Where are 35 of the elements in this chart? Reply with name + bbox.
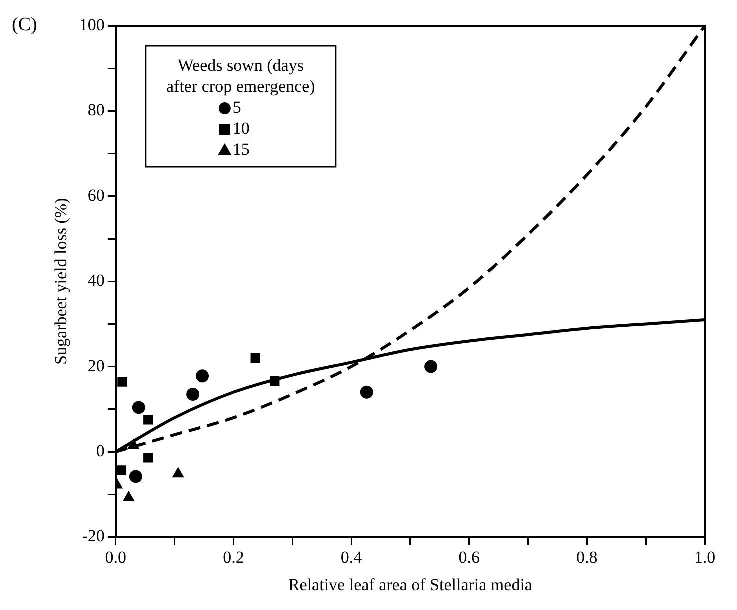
y-tick-label: -20 [82, 526, 105, 546]
point [144, 415, 154, 425]
point [270, 376, 280, 386]
x-tick-label: 0.8 [576, 548, 598, 567]
x-axis-title: Relative leaf area of Stellaria media [288, 575, 533, 594]
x-tick-label: 1.0 [694, 548, 716, 567]
y-tick-label: 100 [79, 15, 105, 34]
point [186, 388, 200, 401]
x-tick-label: 0.6 [458, 548, 480, 567]
point [250, 354, 260, 364]
y-tick-label: 0 [96, 441, 105, 460]
point [128, 439, 140, 450]
point [196, 370, 209, 383]
y-tick-label: 60 [88, 186, 105, 205]
y-tick-label: 80 [88, 100, 105, 120]
y-axis-title: Sugarbeet yield loss (%) [52, 198, 71, 365]
point [144, 453, 154, 463]
y-tick-label: 20 [88, 356, 105, 376]
text: (C) [12, 14, 38, 36]
point [132, 401, 146, 414]
point [360, 386, 374, 399]
point [123, 492, 135, 502]
point [118, 377, 128, 387]
x-tick-label: 0.2 [223, 548, 244, 567]
legend-label: 15 [232, 140, 250, 159]
legend-label: 5 [232, 98, 242, 117]
x-tick-label: 0.0 [105, 548, 127, 567]
legend-label: 10 [232, 118, 250, 138]
point [117, 466, 127, 476]
point [172, 468, 184, 478]
x-tick-label: 0.4 [340, 548, 363, 567]
y-tick-label: 40 [88, 271, 105, 290]
point [424, 360, 438, 374]
legend-title: Weeds sown (days after crop emergence) [166, 56, 316, 96]
point [129, 470, 142, 484]
